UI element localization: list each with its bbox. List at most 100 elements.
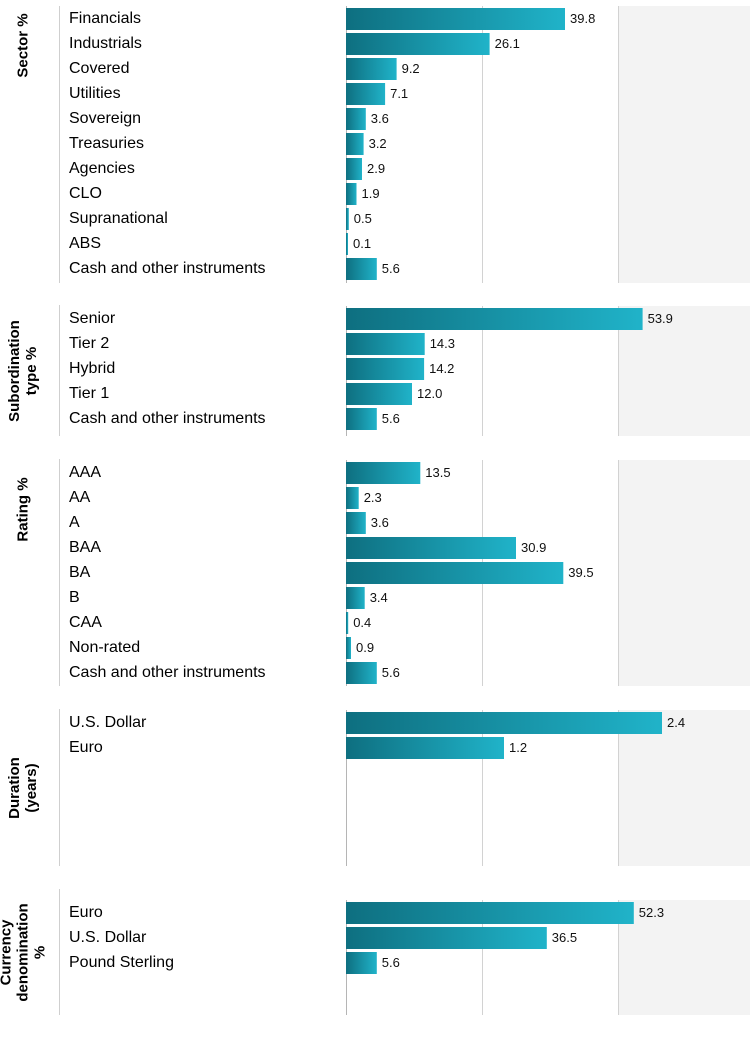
section-divider — [59, 709, 60, 866]
bar-value-label: 2.9 — [367, 161, 385, 176]
bar-value-label: 5.6 — [382, 665, 400, 680]
category-label: U.S. Dollar — [69, 714, 147, 731]
category-label: Cash and other instruments — [69, 410, 266, 427]
bar — [346, 537, 516, 559]
category-label: Euro — [69, 904, 103, 921]
bar — [346, 358, 425, 380]
bar — [346, 308, 643, 330]
bar-value-label: 2.4 — [667, 715, 685, 730]
bar — [346, 408, 377, 430]
bar-value-label: 0.1 — [353, 236, 371, 251]
plot-shaded-band — [618, 460, 750, 686]
bar — [346, 712, 662, 734]
bar-value-label: 30.9 — [521, 540, 546, 555]
bar — [346, 612, 349, 634]
bar-value-label: 9.2 — [402, 61, 420, 76]
category-label: BA — [69, 564, 91, 581]
category-label: Industrials — [69, 35, 142, 52]
category-label: BAA — [69, 539, 102, 556]
bar-value-label: 5.6 — [382, 955, 400, 970]
bar — [346, 927, 547, 949]
bar-value-label: 5.6 — [382, 261, 400, 276]
bar-value-label: 36.5 — [552, 930, 577, 945]
bar-value-label: 3.6 — [371, 515, 389, 530]
bar-value-label: 39.8 — [570, 11, 595, 26]
category-label: CLO — [69, 185, 102, 202]
category-label: Euro — [69, 739, 103, 756]
plot-shaded-band — [618, 6, 750, 283]
bar-value-label: 1.9 — [362, 186, 380, 201]
bar-value-label: 2.3 — [364, 490, 382, 505]
category-label: Cash and other instruments — [69, 664, 266, 681]
bar-value-label: 12.0 — [417, 386, 442, 401]
bar — [346, 8, 565, 30]
plot-shaded-band — [618, 900, 750, 1015]
category-label: Senior — [69, 310, 116, 327]
bar-value-label: 0.4 — [353, 615, 371, 630]
category-label: Cash and other instruments — [69, 260, 266, 277]
plot-shaded-band — [618, 710, 750, 866]
category-label: Pound Sterling — [69, 954, 174, 971]
bar-value-label: 13.5 — [425, 465, 450, 480]
bar-value-label: 3.4 — [370, 590, 388, 605]
bar — [346, 258, 377, 280]
bar-value-label: 52.3 — [639, 905, 664, 920]
bar-value-label: 5.6 — [382, 411, 400, 426]
bar-value-label: 1.2 — [509, 740, 527, 755]
bar-value-label: 14.3 — [430, 336, 455, 351]
bar — [346, 33, 490, 55]
section-divider — [59, 889, 60, 1015]
bar — [346, 108, 366, 130]
section-divider — [59, 459, 60, 686]
bar — [346, 333, 425, 355]
category-label: Treasuries — [69, 135, 144, 152]
bar — [346, 462, 421, 484]
bar — [346, 58, 397, 80]
bar — [346, 562, 564, 584]
category-label: Tier 1 — [69, 385, 110, 402]
bar — [346, 208, 349, 230]
bar — [346, 158, 362, 180]
bar — [346, 587, 365, 609]
category-label: Covered — [69, 60, 130, 77]
category-label: Sovereign — [69, 110, 142, 127]
bar — [346, 637, 351, 659]
bar-value-label: 7.1 — [390, 86, 408, 101]
category-label: Supranational — [69, 210, 168, 227]
category-label: AAA — [69, 464, 102, 481]
bar-value-label: 26.1 — [495, 36, 520, 51]
bar — [346, 512, 366, 534]
category-label: ABS — [69, 235, 102, 252]
bar-value-label: 0.5 — [354, 211, 372, 226]
category-label: CAA — [69, 614, 102, 631]
category-label: U.S. Dollar — [69, 929, 147, 946]
category-label: Non-rated — [69, 639, 141, 656]
category-label: Financials — [69, 10, 142, 27]
category-label: Agencies — [69, 160, 135, 177]
category-label: Tier 2 — [69, 335, 110, 352]
category-label: A — [69, 514, 80, 531]
category-label: AA — [69, 489, 91, 506]
bar — [346, 952, 377, 974]
category-label: Hybrid — [69, 360, 116, 377]
category-label: Utilities — [69, 85, 121, 102]
bar-value-label: 0.9 — [356, 640, 374, 655]
bar — [346, 83, 386, 105]
bar-value-label: 3.2 — [369, 136, 387, 151]
bar — [346, 133, 364, 155]
bar-value-label: 53.9 — [648, 311, 673, 326]
bar-value-label: 3.6 — [371, 111, 389, 126]
section-divider — [59, 305, 60, 436]
bar-value-label: 39.5 — [568, 565, 593, 580]
bar — [346, 233, 348, 255]
category-label: B — [69, 589, 80, 606]
section-divider — [59, 6, 60, 283]
bar — [346, 737, 504, 759]
bar — [346, 902, 634, 924]
bar — [346, 662, 377, 684]
